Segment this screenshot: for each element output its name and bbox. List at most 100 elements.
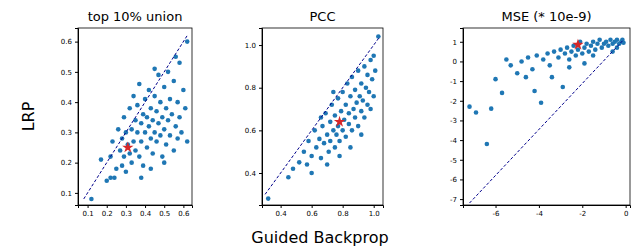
point xyxy=(365,73,370,78)
point xyxy=(591,53,596,58)
point xyxy=(309,154,314,159)
point xyxy=(591,39,596,44)
tick-label: 0.1 xyxy=(61,190,72,198)
point xyxy=(526,55,531,60)
point xyxy=(154,109,159,114)
axis-line xyxy=(263,206,384,209)
tick-mark xyxy=(88,205,89,208)
x-axis: 0.10.20.30.40.50.6 xyxy=(79,205,193,218)
tick-label: 0.2 xyxy=(61,159,72,167)
point xyxy=(556,55,561,60)
tick-mark xyxy=(75,102,78,103)
tick-label: -6 xyxy=(450,176,458,184)
tick: -7 xyxy=(450,196,463,204)
tick-mark xyxy=(259,130,262,131)
point xyxy=(550,75,555,80)
point xyxy=(541,57,546,62)
point xyxy=(305,162,310,167)
tick-mark xyxy=(75,42,78,43)
reference-line xyxy=(470,40,624,203)
highlight-point xyxy=(572,39,583,50)
point xyxy=(122,115,127,120)
tick-label: 0.1 xyxy=(83,210,94,218)
point xyxy=(359,81,364,86)
point xyxy=(325,132,330,137)
tick-mark xyxy=(626,205,627,208)
tick: 0 xyxy=(624,205,628,218)
point xyxy=(489,106,494,111)
point xyxy=(334,132,339,137)
point xyxy=(147,124,152,129)
point xyxy=(120,163,125,168)
tick: 0.1 xyxy=(61,190,78,198)
point xyxy=(145,115,150,120)
tick-mark xyxy=(539,205,540,208)
y-axis: 10-1-2-3-4-5-6-7 xyxy=(450,29,463,206)
tick: -5 xyxy=(450,157,463,165)
point xyxy=(166,118,171,123)
tick-label: 0.4 xyxy=(61,99,73,107)
tick-label: -4 xyxy=(536,210,544,218)
tick-label: 0.8 xyxy=(338,210,349,218)
highlight-point xyxy=(122,142,133,153)
tick-label: 0.2 xyxy=(102,210,113,218)
point xyxy=(131,139,136,144)
point xyxy=(139,121,144,126)
point xyxy=(597,38,602,43)
point xyxy=(362,64,367,69)
point xyxy=(485,142,490,147)
tick-mark xyxy=(164,205,165,208)
tick: 0.3 xyxy=(121,205,132,218)
tick-mark xyxy=(126,205,127,208)
point xyxy=(141,112,146,117)
point xyxy=(175,136,180,141)
point xyxy=(339,109,344,114)
point xyxy=(333,145,338,150)
tick: 0.2 xyxy=(102,205,113,218)
point xyxy=(302,149,307,154)
tick-label: 0.4 xyxy=(276,210,288,218)
tick-label: -4 xyxy=(450,137,458,145)
tick-mark xyxy=(460,61,463,62)
point xyxy=(162,127,167,132)
tick-label: 0.4 xyxy=(140,210,152,218)
point xyxy=(474,110,479,115)
tick: -1 xyxy=(450,78,463,86)
subplot-title: PCC xyxy=(310,9,336,24)
point xyxy=(343,102,348,107)
point xyxy=(158,100,163,105)
point xyxy=(143,97,148,102)
point xyxy=(348,94,353,99)
point xyxy=(582,61,587,66)
tick: 0.6 xyxy=(61,38,78,46)
point xyxy=(351,107,356,112)
point xyxy=(309,171,314,176)
point xyxy=(129,160,134,165)
point xyxy=(558,47,563,52)
tick-mark xyxy=(312,205,313,208)
point xyxy=(365,102,370,107)
point xyxy=(317,137,322,142)
point xyxy=(467,104,472,109)
tick-label: 0.4 xyxy=(245,170,257,178)
point xyxy=(361,98,366,103)
point xyxy=(139,139,144,144)
point xyxy=(326,149,331,154)
point xyxy=(175,100,180,105)
tick-mark xyxy=(460,199,463,200)
tick-label: 0.8 xyxy=(245,84,256,92)
tick: -6 xyxy=(450,176,463,184)
tick-mark xyxy=(374,205,375,208)
marks xyxy=(84,36,190,202)
point xyxy=(137,154,142,159)
tick-label: -5 xyxy=(450,157,457,165)
point xyxy=(504,57,509,62)
tick-mark xyxy=(460,101,463,102)
point xyxy=(135,103,140,108)
point xyxy=(357,94,362,99)
plot-frame xyxy=(262,28,383,205)
tick-mark xyxy=(107,205,108,208)
point xyxy=(593,47,598,52)
point xyxy=(168,133,173,138)
point xyxy=(368,58,373,63)
